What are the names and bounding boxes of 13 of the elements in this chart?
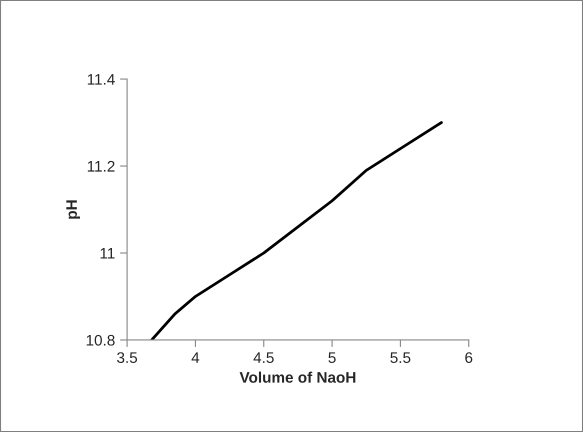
y-tick-label: 11.2: [88, 160, 115, 172]
x-tick-label: 5: [328, 352, 336, 364]
y-tick-label: 10.8: [86, 334, 115, 346]
x-axis-title: Volume of NaoH: [240, 372, 356, 383]
x-tick-label: 4: [192, 352, 200, 363]
line-series: [150, 121, 443, 340]
y-tick-label: 11.4: [88, 74, 115, 85]
x-tick-label: 6: [465, 352, 472, 364]
y-axis-title: pH: [66, 200, 80, 219]
x-tick-label: 5.5: [390, 352, 410, 364]
y-tick-label: 11: [100, 248, 115, 259]
x-tick-label: 3.5: [117, 352, 138, 364]
x-tick-label: 4.5: [253, 352, 274, 364]
